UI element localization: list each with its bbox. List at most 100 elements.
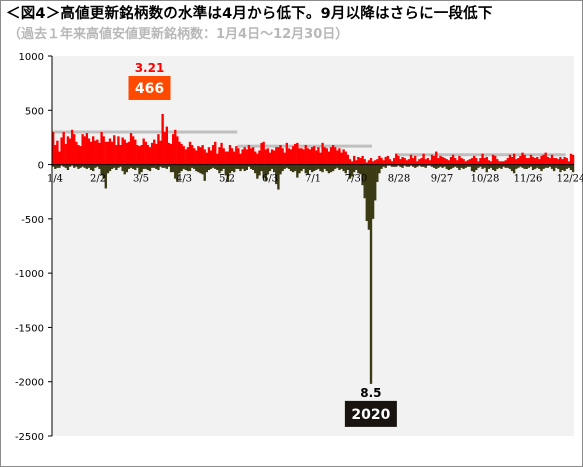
low-bar — [420, 164, 423, 167]
callouts: 3.21 466 8.5 2020 — [128, 61, 397, 427]
low-bar — [405, 164, 408, 167]
low-bar — [207, 164, 211, 170]
low-bar — [386, 164, 390, 166]
high-bar — [397, 155, 400, 165]
high-bar — [538, 159, 541, 165]
high-bar — [283, 152, 286, 165]
low-bar — [235, 164, 238, 169]
low-bar — [447, 164, 451, 170]
high-bar — [102, 136, 105, 165]
low-bar — [458, 164, 461, 170]
high-bar — [334, 147, 337, 165]
high-bar — [56, 140, 59, 165]
low-bar — [571, 164, 575, 173]
low-bar — [127, 164, 131, 169]
low-bar — [338, 164, 341, 170]
high-bar — [275, 147, 278, 165]
high-bar — [466, 160, 470, 165]
high-bar — [237, 148, 240, 165]
high-bar — [224, 151, 227, 165]
low-peak-box — [344, 400, 397, 427]
high-bar — [171, 134, 175, 165]
low-bar — [273, 164, 276, 173]
high-bar — [525, 158, 528, 165]
high-bar — [331, 145, 335, 165]
low-bar — [414, 164, 417, 168]
high-bar — [270, 149, 274, 165]
low-bar — [363, 164, 366, 199]
low-bar — [239, 164, 242, 172]
low-bar — [411, 164, 415, 167]
high-bar — [418, 159, 421, 165]
high-bar — [395, 153, 398, 165]
low-bar — [384, 164, 387, 168]
low-bar — [477, 164, 480, 168]
high-bar — [214, 141, 217, 165]
low-bar — [310, 164, 314, 173]
high-bar — [521, 152, 524, 165]
low-series-bars — [52, 164, 575, 384]
low-bar — [475, 164, 478, 170]
high-bar — [329, 147, 333, 165]
low-bar — [561, 164, 564, 170]
low-bar — [283, 164, 286, 169]
high-bar — [323, 147, 326, 165]
low-bar — [81, 164, 84, 167]
high-bar — [110, 141, 114, 165]
high-bar — [437, 158, 440, 165]
high-bar — [327, 151, 331, 165]
y-tick-label: -2000 — [15, 378, 44, 389]
low-bar — [449, 164, 453, 169]
low-bar — [397, 164, 400, 166]
high-bar — [211, 145, 215, 165]
high-bar — [176, 136, 179, 165]
low-bar — [302, 164, 305, 169]
high-bar — [138, 146, 141, 165]
high-bar — [420, 158, 423, 165]
high-bar — [384, 156, 387, 165]
high-bar — [302, 149, 305, 165]
high-bar — [77, 145, 80, 165]
high-bar — [445, 159, 448, 165]
high-bar — [313, 146, 316, 165]
low-bar — [108, 164, 112, 172]
high-bar — [371, 161, 375, 165]
low-bar — [289, 164, 293, 172]
high-bar — [557, 159, 560, 165]
low-bar — [424, 164, 427, 168]
high-bar — [451, 154, 455, 165]
low-bar — [510, 164, 514, 172]
low-bar — [371, 164, 375, 219]
low-bar — [110, 164, 114, 169]
high-bar — [268, 152, 272, 165]
low-bar — [525, 164, 528, 169]
high-bar — [197, 146, 200, 165]
high-bar — [571, 154, 575, 165]
low-bar — [243, 164, 246, 172]
high-bar — [502, 161, 505, 165]
high-bar — [456, 160, 459, 165]
low-bar — [123, 164, 126, 175]
low-bar — [281, 164, 284, 172]
low-bar — [485, 164, 488, 173]
high-bar — [144, 141, 147, 165]
high-bar — [190, 145, 194, 165]
high-bar — [239, 153, 242, 165]
high-bar — [565, 158, 568, 165]
low-bar — [521, 164, 524, 168]
low-bar — [557, 164, 560, 169]
low-bar — [559, 164, 562, 173]
low-bar — [376, 164, 379, 182]
high-bar — [510, 156, 514, 165]
low-bar — [190, 164, 194, 168]
low-bar — [125, 164, 129, 173]
high-bar — [447, 160, 451, 165]
high-bar — [435, 151, 438, 165]
high-bar — [195, 150, 198, 165]
low-bar — [506, 164, 509, 168]
high-bar — [369, 158, 373, 165]
low-bar — [184, 164, 187, 170]
high-bar — [317, 147, 320, 165]
high-bar — [443, 158, 446, 165]
